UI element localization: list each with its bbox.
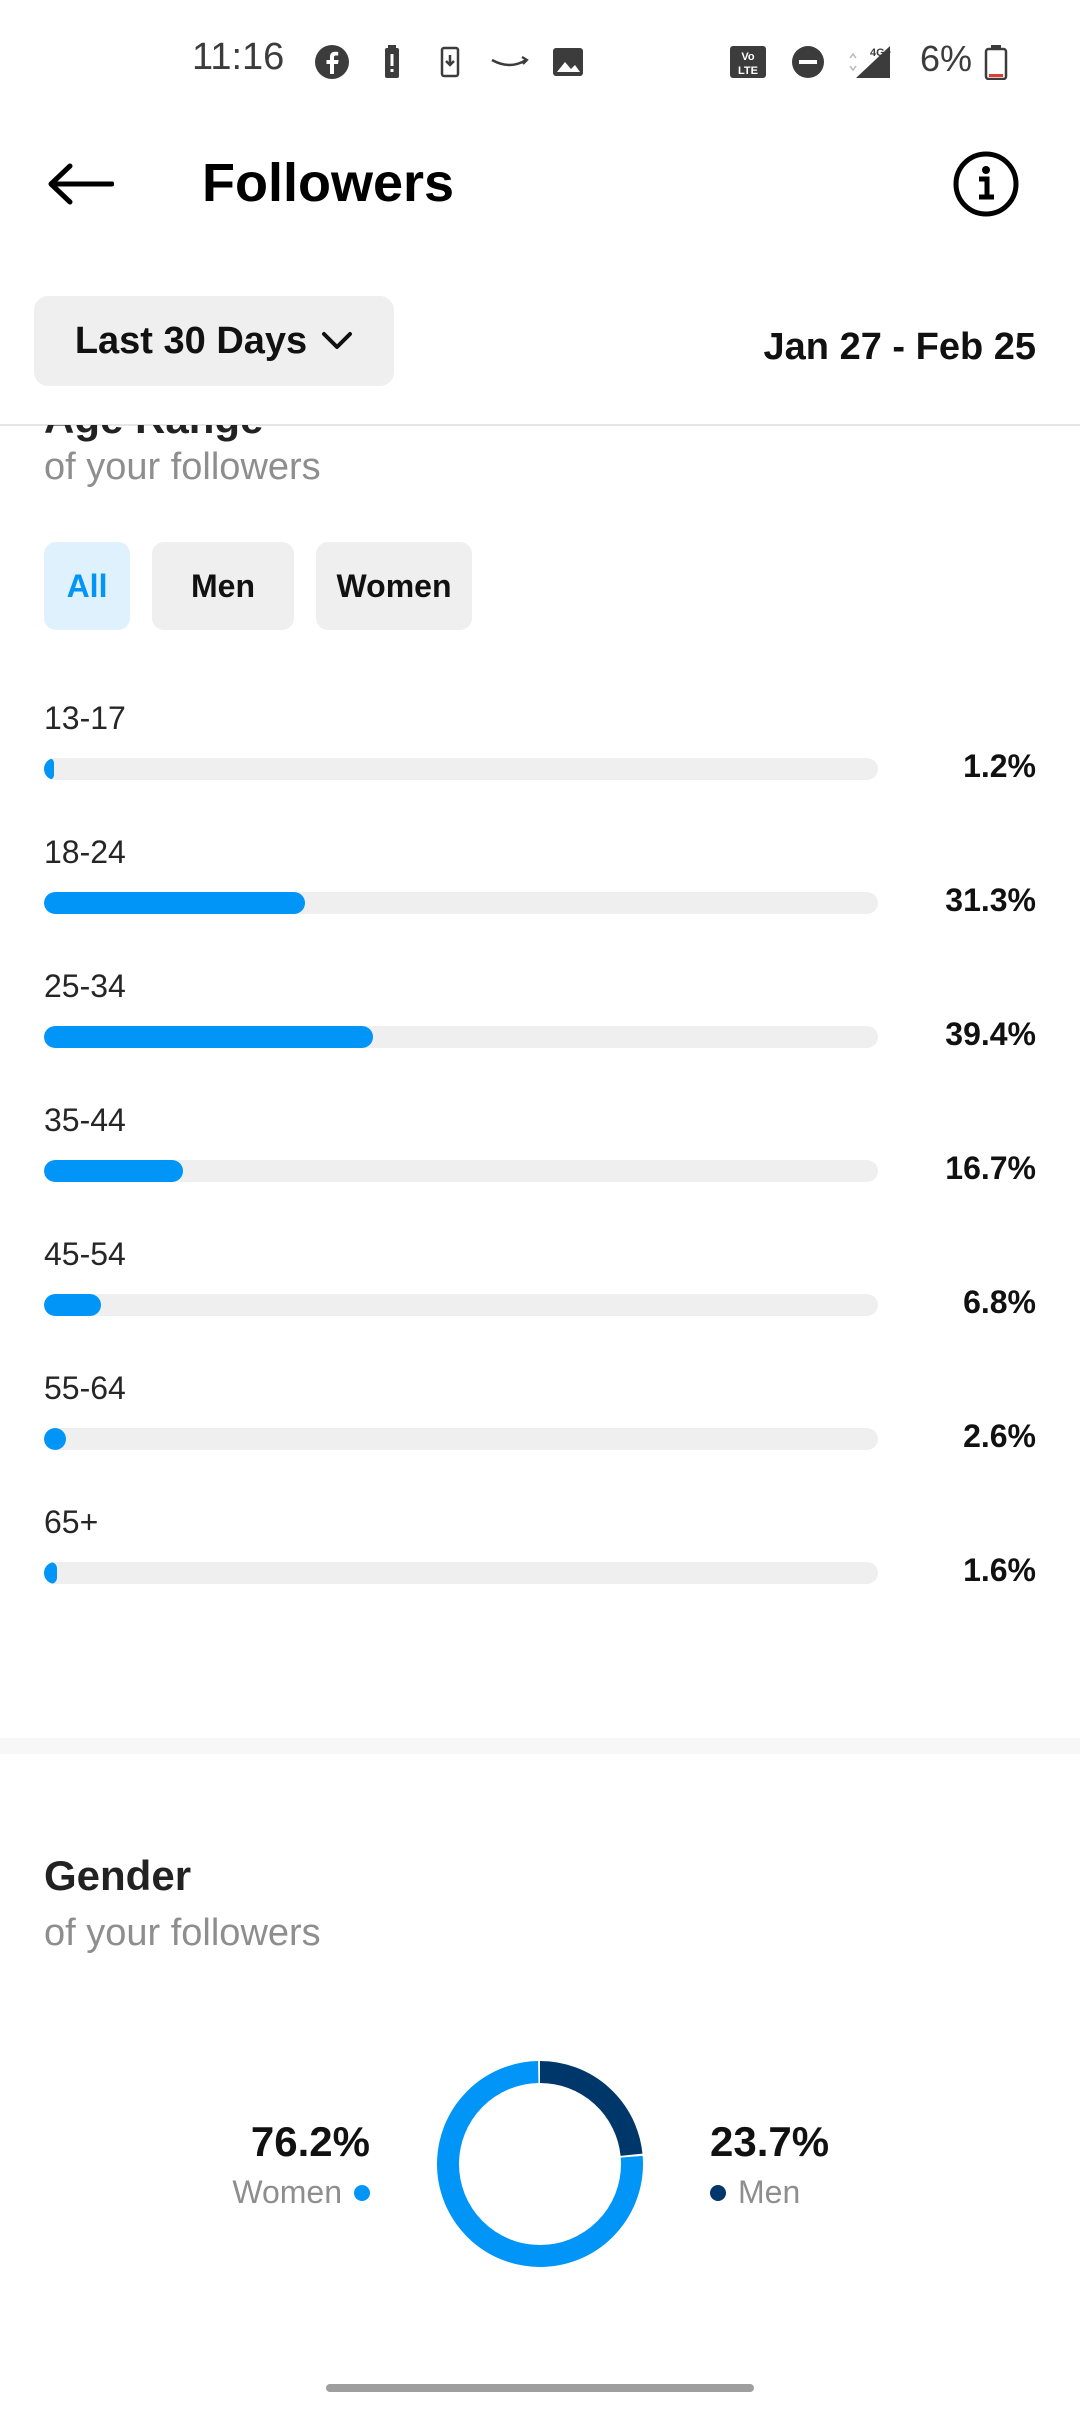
age-percent-label: 1.2% xyxy=(963,748,1036,784)
age-bar-track xyxy=(44,1428,878,1450)
date-range-text: Jan 27 - Feb 25 xyxy=(763,326,1036,368)
volte-icon: Vo LTE xyxy=(730,46,766,78)
chevron-down-icon xyxy=(322,332,353,349)
tab-women[interactable]: Women xyxy=(316,542,472,630)
back-button[interactable] xyxy=(40,154,120,214)
gender-filter-tabs: All Men Women xyxy=(44,542,472,630)
women-percent: 76.2% xyxy=(250,2118,370,2165)
age-bar-fill xyxy=(44,1428,66,1450)
age-bar-track xyxy=(44,1160,878,1182)
women-label-row: Women xyxy=(232,2174,370,2211)
women-label: Women xyxy=(232,2174,342,2210)
signal-4g-icon: 4G+ xyxy=(849,46,891,78)
tab-all[interactable]: All xyxy=(44,542,130,630)
age-bar-track xyxy=(44,1562,878,1584)
age-row: 65+ 1.6% xyxy=(0,1504,1080,1638)
age-bar-fill xyxy=(44,758,54,780)
svg-text:4G+: 4G+ xyxy=(870,47,891,59)
battery-icon xyxy=(984,45,1008,80)
download-notification-icon xyxy=(440,46,460,78)
age-percent-label: 31.3% xyxy=(945,882,1036,918)
age-range-label: 18-24 xyxy=(44,834,126,870)
age-range-title-clip: Age Range xyxy=(0,425,1080,447)
men-label-row: Men xyxy=(710,2174,829,2211)
date-range-dropdown-label: Last 30 Days xyxy=(74,319,308,362)
status-time: 11:16 xyxy=(192,36,285,78)
age-percent-label: 16.7% xyxy=(945,1150,1036,1186)
arrow-left-icon xyxy=(48,163,114,205)
app-header: Followers xyxy=(0,124,1080,244)
gender-title: Gender xyxy=(44,1852,192,1899)
age-range-label: 25-34 xyxy=(44,968,126,1004)
age-row: 13-17 1.2% xyxy=(0,700,1080,834)
page-title: Followers xyxy=(202,153,455,213)
donut-slice-women xyxy=(437,2061,643,2267)
age-range-label: 35-44 xyxy=(44,1102,126,1138)
age-range-label: 55-64 xyxy=(44,1370,126,1406)
date-filter-bar: Last 30 Days Jan 27 - Feb 25 xyxy=(0,290,1080,426)
svg-text:Vo: Vo xyxy=(741,51,755,63)
age-range-label: 13-17 xyxy=(44,700,126,736)
battery-alert-icon xyxy=(385,45,399,78)
age-range-label: 45-54 xyxy=(44,1236,126,1272)
info-icon xyxy=(953,151,1019,217)
amazon-notification-icon xyxy=(491,56,529,67)
age-row: 55-64 2.6% xyxy=(0,1370,1080,1504)
women-legend: 76.2% Women xyxy=(232,2118,370,2211)
age-percent-label: 2.6% xyxy=(963,1418,1036,1454)
gender-subtitle: of your followers xyxy=(44,1912,321,1954)
age-bar-track xyxy=(44,1026,878,1048)
battery-percent: 6% xyxy=(920,38,973,79)
svg-text:LTE: LTE xyxy=(738,65,758,77)
section-divider xyxy=(0,1738,1080,1754)
men-percent: 23.7% xyxy=(710,2118,830,2165)
age-bar-track xyxy=(44,1294,878,1316)
image-notification-icon xyxy=(553,48,583,76)
age-bar-fill xyxy=(44,1562,58,1584)
men-legend: 23.7% Men xyxy=(710,2118,829,2211)
gender-donut-chart xyxy=(437,2061,643,2267)
age-bar-fill xyxy=(44,1160,184,1182)
age-bar-fill xyxy=(44,1294,101,1316)
tab-men[interactable]: Men xyxy=(152,542,294,630)
age-bar-track xyxy=(44,892,878,914)
age-bar-fill xyxy=(44,892,306,914)
do-not-disturb-icon xyxy=(792,46,824,78)
men-label: Men xyxy=(738,2174,801,2210)
facebook-notification-icon xyxy=(315,45,349,79)
info-button[interactable] xyxy=(952,150,1020,218)
age-percent-label: 6.8% xyxy=(963,1284,1036,1320)
date-range-dropdown[interactable]: Last 30 Days xyxy=(34,296,394,386)
age-percent-label: 1.6% xyxy=(963,1552,1036,1588)
donut-slice-men xyxy=(437,2061,643,2267)
age-row: 25-34 39.4% xyxy=(0,968,1080,1102)
age-range-chart: 13-17 1.2% 18-24 31.3% 25-34 39.4% 35-44 16.7% 4… xyxy=(0,700,1080,1638)
age-range-subtitle: of your followers xyxy=(44,446,321,488)
age-percent-label: 39.4% xyxy=(945,1016,1036,1052)
age-row: 45-54 6.8% xyxy=(0,1236,1080,1370)
age-bar-track xyxy=(44,758,878,780)
age-range-label: 65+ xyxy=(44,1504,99,1540)
age-row: 18-24 31.3% xyxy=(0,834,1080,968)
home-indicator[interactable] xyxy=(326,2384,754,2392)
age-row: 35-44 16.7% xyxy=(0,1102,1080,1236)
age-range-title: Age Range xyxy=(44,425,263,443)
women-legend-dot xyxy=(354,2184,370,2201)
age-bar-fill xyxy=(44,1026,373,1048)
men-legend-dot xyxy=(710,2184,726,2201)
status-bar: 11:16 Vo LTE 4G+ 6% xyxy=(0,0,1080,124)
